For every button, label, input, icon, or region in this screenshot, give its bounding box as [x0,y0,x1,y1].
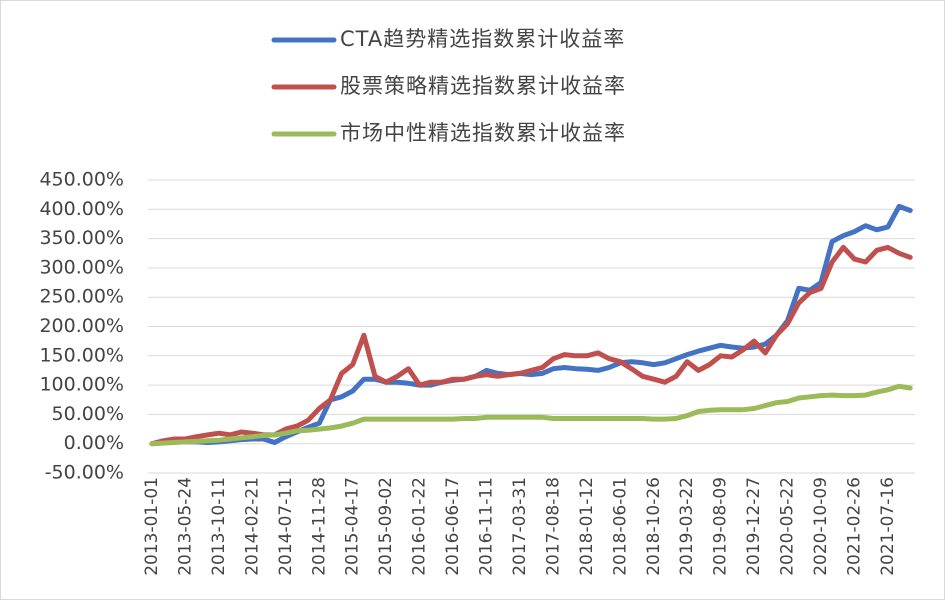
y-tick-label: 300.00% [39,256,124,278]
series-line [149,383,913,447]
legend-label: 市场中性精选指数累计收益率 [340,121,626,145]
y-tick-label: 200.00% [39,315,124,337]
x-tick-label: 2018-01-12 [577,477,597,576]
x-tick-label: 2017-03-31 [510,477,530,576]
x-tick-label: 2014-11-28 [309,477,329,576]
x-tick-label: 2021-07-16 [878,477,898,576]
x-tick-label: 2019-03-22 [677,477,697,576]
x-tick-label: 2020-10-09 [811,477,831,576]
x-tick-label: 2020-05-22 [778,477,798,576]
y-tick-label: 450.00% [39,169,124,191]
y-tick-label: 100.00% [39,374,124,396]
x-tick-label: 2019-08-09 [711,477,731,576]
y-tick-label: 50.00% [52,403,124,425]
x-tick-label: 2013-05-24 [175,477,195,576]
x-tick-label: 2018-06-01 [610,477,630,576]
y-tick-label: -50.00% [45,462,124,484]
x-tick-label: 2019-12-27 [744,477,764,576]
x-tick-label: 2013-10-11 [209,477,229,576]
y-tick-label: 0.00% [64,432,124,454]
y-tick-label: 150.00% [39,344,124,366]
x-tick-label: 2018-10-26 [644,477,664,576]
x-tick-label: 2016-01-22 [410,477,430,576]
x-tick-label: 2016-11-11 [477,477,497,576]
y-tick-label: 350.00% [39,227,124,249]
x-tick-label: 2014-02-21 [242,477,262,576]
y-tick-label: 250.00% [39,286,124,308]
y-tick-label: 400.00% [39,198,124,220]
x-tick-label: 2014-07-11 [276,477,296,576]
x-tick-label: 2016-06-17 [443,477,463,576]
legend-label: CTA趋势精选指数累计收益率 [340,27,625,51]
x-tick-label: 2015-09-02 [376,477,396,576]
x-tick-label: 2021-02-26 [844,477,864,576]
x-tick-label: 2017-08-18 [543,477,563,576]
x-tick-label: 2013-01-01 [142,477,162,576]
x-tick-label: 2015-04-17 [343,477,363,576]
legend-label: 股票策略精选指数累计收益率 [340,74,626,98]
